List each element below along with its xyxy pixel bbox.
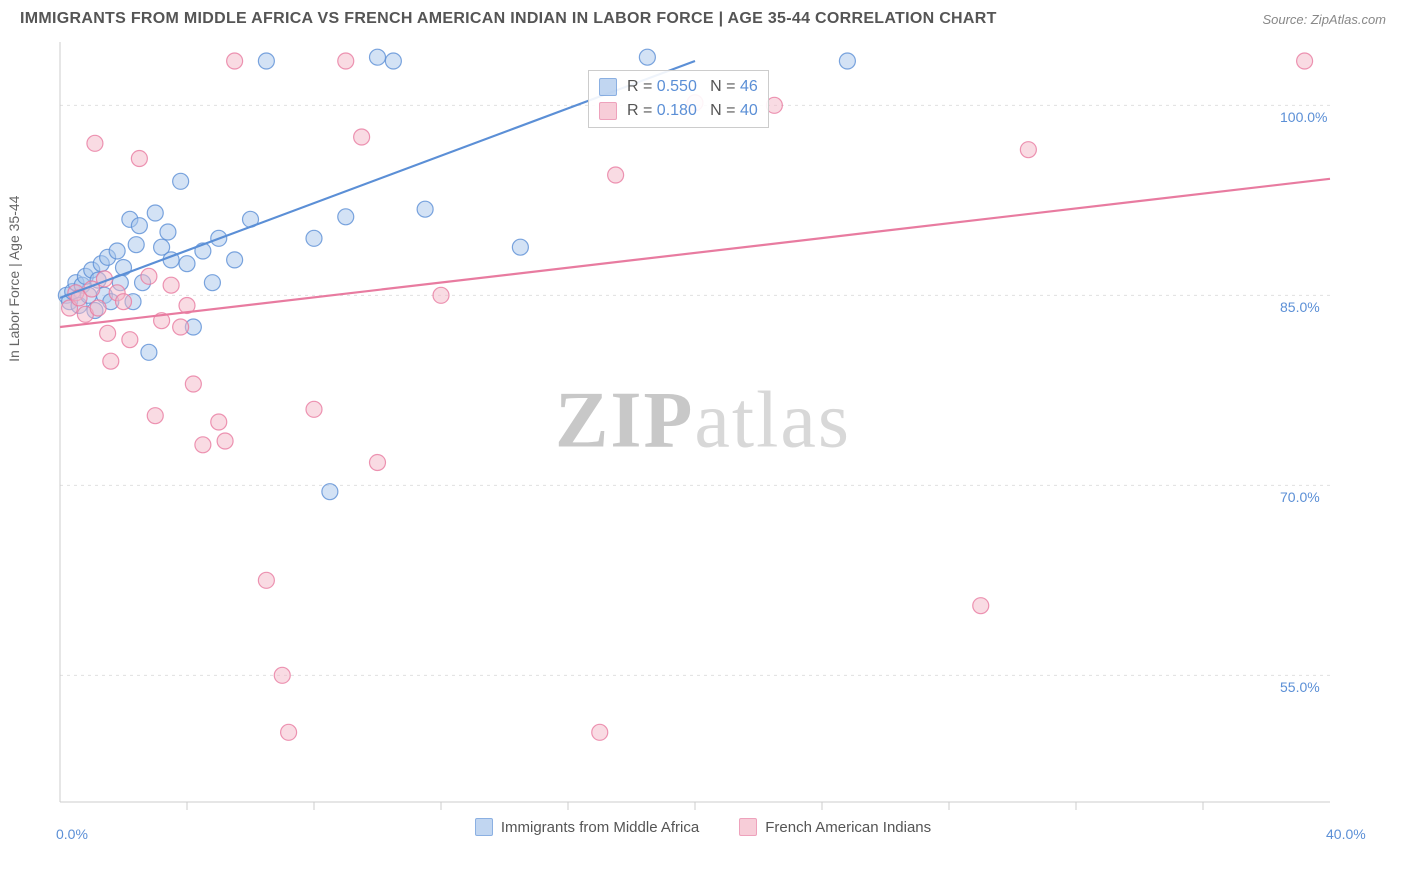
legend-swatch [739,818,757,836]
legend-label: French American Indians [765,819,931,836]
y-tick-label: 70.0% [1280,489,1320,505]
y-tick-label: 85.0% [1280,299,1320,315]
chart-title: IMMIGRANTS FROM MIDDLE AFRICA VS FRENCH … [20,10,997,28]
legend-row: R = 0.550 N = 46 [599,75,758,99]
y-tick-label: 55.0% [1280,679,1320,695]
correlation-legend: R = 0.550 N = 46R = 0.180 N = 40 [588,70,769,128]
legend-label: Immigrants from Middle Africa [501,819,699,836]
legend-swatch [475,818,493,836]
legend-item: Immigrants from Middle Africa [475,818,699,836]
legend-swatch [599,102,617,120]
legend-row: R = 0.180 N = 40 [599,99,758,123]
scatter-plot [20,32,1386,842]
y-tick-label: 100.0% [1280,109,1327,125]
legend-item: French American Indians [739,818,931,836]
chart-area: In Labor Force | Age 35-44 ZIPatlas 0.0%… [20,32,1386,842]
source-label: Source: ZipAtlas.com [1262,12,1386,27]
legend-swatch [599,78,617,96]
series-legend: Immigrants from Middle Africa French Amer… [20,818,1386,836]
